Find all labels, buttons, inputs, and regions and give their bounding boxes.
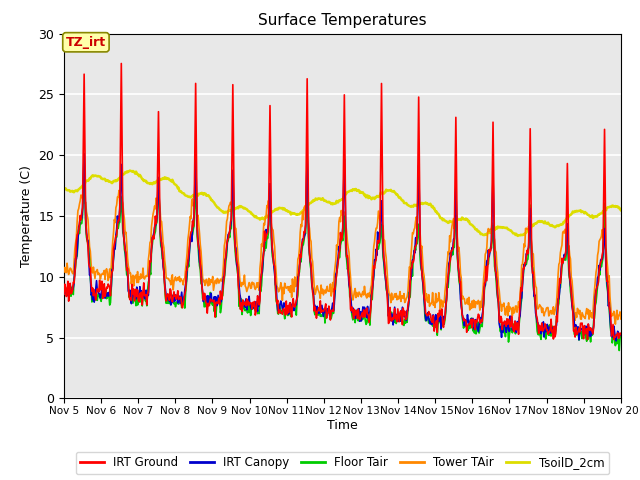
- Y-axis label: Temperature (C): Temperature (C): [20, 165, 33, 267]
- Legend: IRT Ground, IRT Canopy, Floor Tair, Tower TAir, TsoilD_2cm: IRT Ground, IRT Canopy, Floor Tair, Towe…: [76, 452, 609, 474]
- Text: TZ_irt: TZ_irt: [66, 36, 106, 49]
- Title: Surface Temperatures: Surface Temperatures: [258, 13, 427, 28]
- X-axis label: Time: Time: [327, 419, 358, 432]
